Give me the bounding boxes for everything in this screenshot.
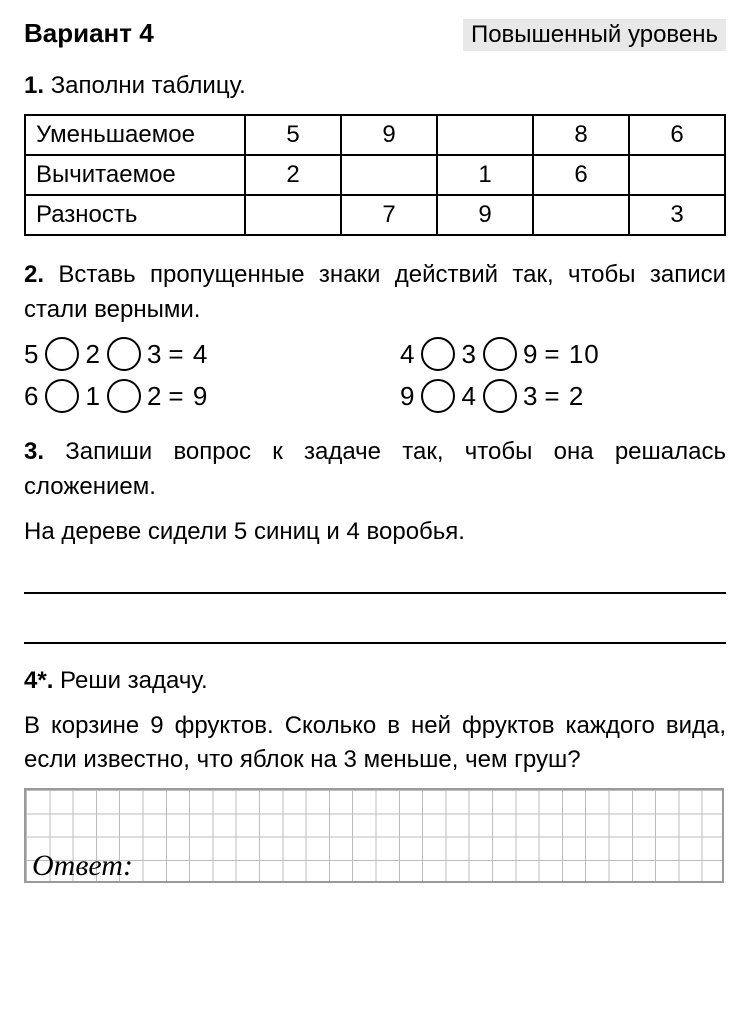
eq-num: 9 xyxy=(400,381,415,412)
operator-blank-icon[interactable] xyxy=(107,337,141,371)
table-row: Разность 7 9 3 xyxy=(25,195,725,235)
answer-line[interactable] xyxy=(24,610,726,644)
task1-text: Заполни таблицу. xyxy=(51,72,246,99)
operator-blank-icon[interactable] xyxy=(421,337,455,371)
equation-c: 6 1 2 = 9 xyxy=(24,379,350,413)
eq-num: 3 xyxy=(147,339,162,370)
row-label-difference: Разность xyxy=(25,195,245,235)
header-row: Вариант 4 Повышенный уровень xyxy=(24,18,726,51)
task1-prompt: 1. Заполни таблицу. xyxy=(24,69,726,104)
task4-title: 4*. Реши задачу. xyxy=(24,664,726,699)
operator-blank-icon[interactable] xyxy=(483,379,517,413)
equation-b: 4 3 9 = 10 xyxy=(400,337,726,371)
row-label-minuend: Уменьшаемое xyxy=(25,115,245,155)
task2-text: Вставь пропущенные знаки действий так, ч… xyxy=(24,261,726,323)
cell[interactable]: 3 xyxy=(629,195,725,235)
cell[interactable] xyxy=(437,115,533,155)
task1-table: Уменьшаемое 5 9 8 6 Вычитаемое 2 1 6 Раз… xyxy=(24,114,726,236)
eq-num: 3 xyxy=(461,339,476,370)
cell[interactable]: 1 xyxy=(437,155,533,195)
eq-rhs: = 2 xyxy=(544,381,584,412)
equation-grid: 5 2 3 = 4 4 3 9 = 10 6 1 2 = 9 9 4 3 = 2 xyxy=(24,337,726,413)
eq-rhs: = 9 xyxy=(168,381,208,412)
operator-blank-icon[interactable] xyxy=(483,337,517,371)
cell[interactable]: 7 xyxy=(341,195,437,235)
operator-blank-icon[interactable] xyxy=(107,379,141,413)
cell[interactable] xyxy=(341,155,437,195)
cell[interactable]: 9 xyxy=(341,115,437,155)
cell[interactable] xyxy=(533,195,629,235)
variant-title: Вариант 4 xyxy=(24,18,154,49)
cell[interactable]: 2 xyxy=(245,155,341,195)
eq-num: 4 xyxy=(400,339,415,370)
table-row: Уменьшаемое 5 9 8 6 xyxy=(25,115,725,155)
answer-line[interactable] xyxy=(24,560,726,594)
eq-num: 9 xyxy=(523,339,538,370)
task1-num: 1. xyxy=(24,72,44,99)
eq-num: 1 xyxy=(85,381,100,412)
eq-num: 2 xyxy=(85,339,100,370)
operator-blank-icon[interactable] xyxy=(45,379,79,413)
operator-blank-icon[interactable] xyxy=(421,379,455,413)
task4-num: 4*. xyxy=(24,667,53,694)
task4-text: В корзине 9 фруктов. Сколько в ней фрук­… xyxy=(24,709,726,779)
cell[interactable]: 8 xyxy=(533,115,629,155)
cell[interactable]: 6 xyxy=(629,115,725,155)
operator-blank-icon[interactable] xyxy=(45,337,79,371)
task3-num: 3. xyxy=(24,438,44,465)
cell[interactable]: 6 xyxy=(533,155,629,195)
cell[interactable]: 5 xyxy=(245,115,341,155)
task3-given: На дереве сидели 5 синиц и 4 воробья. xyxy=(24,515,726,550)
task3-prompt: 3. Запиши вопрос к задаче так, чтобы она… xyxy=(24,435,726,505)
table-row: Вычитаемое 2 1 6 xyxy=(25,155,725,195)
eq-num: 6 xyxy=(24,381,39,412)
cell[interactable]: 9 xyxy=(437,195,533,235)
level-badge: Повышенный уровень xyxy=(463,19,726,51)
eq-rhs: = 10 xyxy=(544,339,599,370)
task3-text: Запиши вопрос к задаче так, чтобы она ре… xyxy=(24,438,726,500)
equation-a: 5 2 3 = 4 xyxy=(24,337,350,371)
row-label-subtrahend: Вычитаемое xyxy=(25,155,245,195)
eq-num: 5 xyxy=(24,339,39,370)
cell[interactable] xyxy=(245,195,341,235)
answer-grid[interactable]: Ответ: xyxy=(24,788,724,883)
eq-num: 2 xyxy=(147,381,162,412)
eq-num: 3 xyxy=(523,381,538,412)
cell[interactable] xyxy=(629,155,725,195)
task2-num: 2. xyxy=(24,261,44,288)
equation-d: 9 4 3 = 2 xyxy=(400,379,726,413)
task4-title-text: Реши задачу. xyxy=(60,667,208,694)
task2-prompt: 2. Вставь пропущенные знаки действий так… xyxy=(24,258,726,328)
eq-num: 4 xyxy=(461,381,476,412)
eq-rhs: = 4 xyxy=(168,339,208,370)
answer-label: Ответ: xyxy=(32,849,133,883)
